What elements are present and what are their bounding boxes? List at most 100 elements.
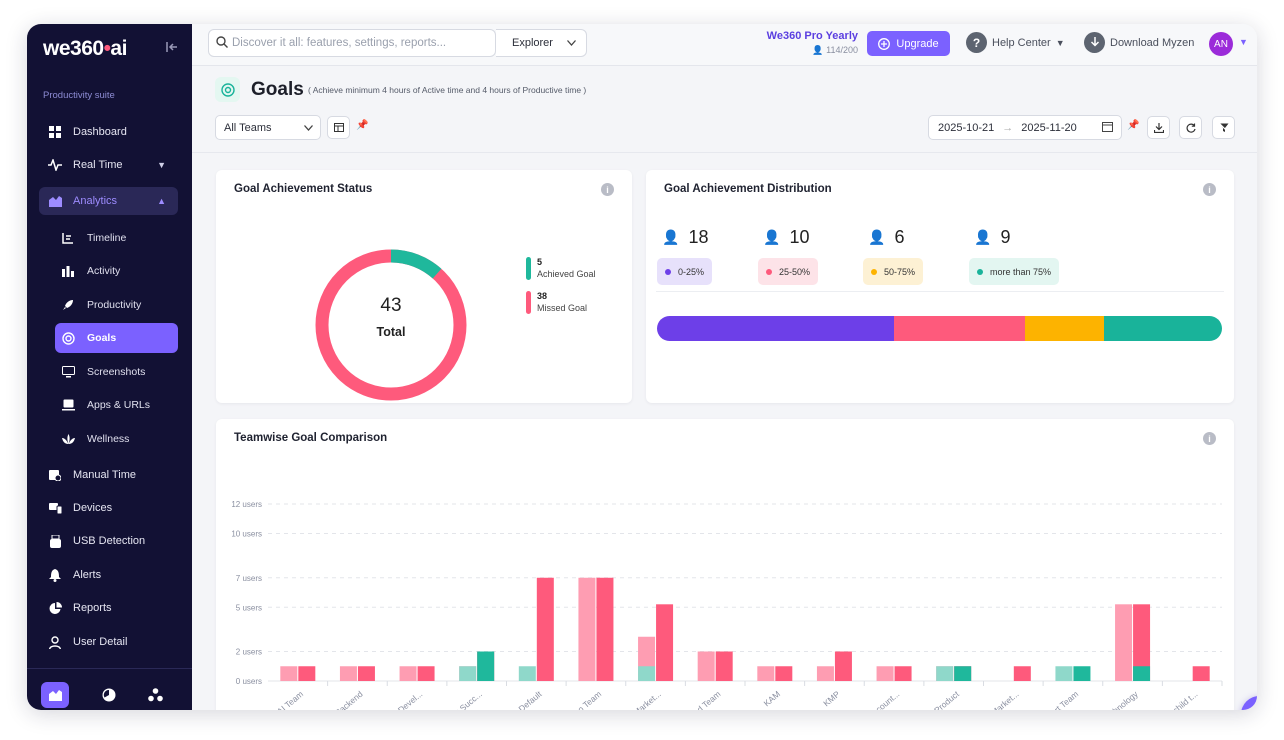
info-icon[interactable]: i: [1203, 432, 1216, 445]
bar-missed-goal[interactable]: [1133, 604, 1151, 681]
sidebar-item-label: Devices: [73, 502, 113, 514]
bar-achieved-goal[interactable]: [1133, 666, 1151, 681]
we360-logo[interactable]: we360•ai: [43, 37, 127, 60]
distribution-segment-1[interactable]: [893, 316, 1025, 341]
sidebar: we360•ai Productivity suite Dashboard Re…: [27, 24, 192, 710]
sidebar-subitem-screenshots[interactable]: Screenshots: [55, 357, 178, 387]
plan-name: We360 Pro Yearly: [766, 30, 858, 42]
bar-missed-goal[interactable]: [834, 651, 852, 682]
bar-missed-goal[interactable]: [775, 666, 793, 681]
table-icon: [333, 123, 344, 132]
upgrade-button[interactable]: Upgrade: [867, 31, 950, 56]
bar-achieved-goal[interactable]: [1073, 666, 1091, 681]
team-suite-button[interactable]: [141, 682, 169, 708]
caret-down-icon[interactable]: ▼: [1239, 37, 1248, 47]
bar-missed-goal[interactable]: [536, 577, 554, 681]
bar-missed-goal[interactable]: [596, 577, 614, 681]
sidebar-item-alerts[interactable]: Alerts: [39, 561, 178, 589]
bar-missed-goal[interactable]: [894, 666, 912, 681]
bar-achieved-goal-total-[interactable]: [638, 666, 656, 681]
bucket-count: 6: [894, 227, 905, 247]
clear-filter-button[interactable]: [1212, 116, 1235, 139]
bar-total-users[interactable]: [280, 666, 298, 681]
distribution-segment-3[interactable]: [1103, 316, 1222, 341]
sidebar-item-analytics[interactable]: Analytics ▲: [39, 187, 178, 215]
time-suite-button[interactable]: [95, 682, 123, 708]
calendar-icon: [1102, 121, 1113, 135]
sidebar-item-label: USB Detection: [73, 535, 146, 547]
bar-missed-goal[interactable]: [417, 666, 435, 681]
bar-total-users[interactable]: [339, 666, 357, 681]
sidebar-item-manual-time[interactable]: Manual Time: [39, 461, 178, 489]
pin-icon[interactable]: 📌: [356, 120, 369, 131]
download-myzen-button[interactable]: Download Myzen: [1084, 32, 1194, 53]
distribution-segment-2[interactable]: [1024, 316, 1104, 341]
search-input[interactable]: Discover it all: features, settings, rep…: [208, 29, 496, 57]
distribution-segment-0[interactable]: [657, 316, 894, 341]
goals-page-icon: [215, 77, 240, 102]
timeline-icon: [61, 231, 75, 245]
sidebar-subitem-productivity[interactable]: Productivity: [55, 290, 178, 320]
bar-achieved-goal-total-[interactable]: [459, 666, 477, 681]
sidebar-subitem-goals[interactable]: Goals: [55, 323, 178, 353]
bar-total-users[interactable]: [399, 666, 417, 681]
bar-total-users[interactable]: [876, 666, 894, 681]
bucket-label: 50-75%: [884, 266, 916, 277]
card-title: Goal Achievement Distribution: [664, 183, 832, 195]
info-icon[interactable]: i: [601, 183, 614, 196]
sidebar-item-user-detail[interactable]: User Detail: [39, 628, 178, 656]
sidebar-item-devices[interactable]: Devices: [39, 494, 178, 522]
bar-total-users[interactable]: [697, 651, 715, 682]
info-icon[interactable]: i: [1203, 183, 1216, 196]
bar-missed-goal[interactable]: [715, 651, 733, 682]
bar-achieved-goal-total-[interactable]: [518, 666, 536, 681]
bar-missed-goal[interactable]: [357, 666, 375, 681]
bar-missed-goal[interactable]: [1192, 666, 1210, 681]
sidebar-subitem-apps-urls[interactable]: Apps & URLs: [55, 390, 178, 420]
productivity-suite-button[interactable]: [41, 682, 69, 708]
bar-missed-goal[interactable]: [1013, 666, 1031, 681]
sidebar-subitem-activity[interactable]: Activity: [55, 256, 178, 286]
help-center-button[interactable]: ? Help Center ▼: [966, 32, 1065, 53]
sidebar-subitem-wellness[interactable]: Wellness: [55, 424, 178, 454]
bar-total-users[interactable]: [757, 666, 775, 681]
bar-achieved-goal-total-[interactable]: [936, 666, 954, 681]
collapse-sidebar-icon[interactable]: [165, 40, 181, 56]
page-title: Goals: [251, 79, 304, 100]
bucket-pill-0-25[interactable]: 0-25%: [657, 258, 713, 285]
date-arrow: →: [1002, 121, 1014, 134]
pin-icon[interactable]: 📌: [1127, 120, 1140, 131]
refresh-button[interactable]: [1179, 116, 1202, 139]
pulse-icon: [48, 158, 62, 172]
bar-total-users[interactable]: [578, 577, 596, 681]
bucket-pill-75-plus[interactable]: more than 75%: [969, 258, 1060, 285]
x-tick-label: Business Devel...: [368, 689, 425, 710]
sidebar-item-usb-detection[interactable]: USB Detection: [39, 527, 178, 555]
bar-achieved-goal[interactable]: [477, 651, 495, 682]
download-report-button[interactable]: [1147, 116, 1170, 139]
search-placeholder: Discover it all: features, settings, rep…: [232, 37, 447, 49]
table-view-button[interactable]: [327, 116, 350, 139]
sidebar-item-dashboard[interactable]: Dashboard: [39, 118, 178, 146]
sidebar-subitem-timeline[interactable]: Timeline: [55, 223, 178, 253]
bar-achieved-goal-total-[interactable]: [1055, 666, 1073, 681]
bar-achieved-goal[interactable]: [954, 666, 972, 681]
sidebar-item-reports[interactable]: Reports: [39, 594, 178, 622]
bar-missed-goal[interactable]: [656, 604, 674, 681]
donut-achieved-segment[interactable]: [315, 249, 467, 401]
legend-achieved[interactable]: 5 Achieved Goal: [526, 257, 596, 280]
bucket-pill-50-75[interactable]: 50-75%: [863, 258, 924, 285]
sidebar-item-real-time[interactable]: Real Time ▼: [39, 151, 178, 179]
bar-total-users[interactable]: [1115, 604, 1133, 681]
date-range-picker[interactable]: 2025-10-21 → 2025-11-20: [928, 115, 1122, 140]
bucket-pill-25-50[interactable]: 25-50%: [758, 258, 819, 285]
bar-missed-goal[interactable]: [298, 666, 316, 681]
filter-off-icon: [1218, 122, 1229, 133]
team-filter-select[interactable]: All Teams: [215, 115, 321, 140]
chat-button[interactable]: 6o: [1241, 696, 1257, 710]
avatar[interactable]: AN: [1209, 32, 1233, 56]
plus-circle-icon: [878, 37, 891, 50]
legend-missed[interactable]: 38 Missed Goal: [526, 291, 587, 314]
bar-total-users[interactable]: [816, 666, 834, 681]
explorer-dropdown[interactable]: Explorer: [496, 29, 587, 57]
